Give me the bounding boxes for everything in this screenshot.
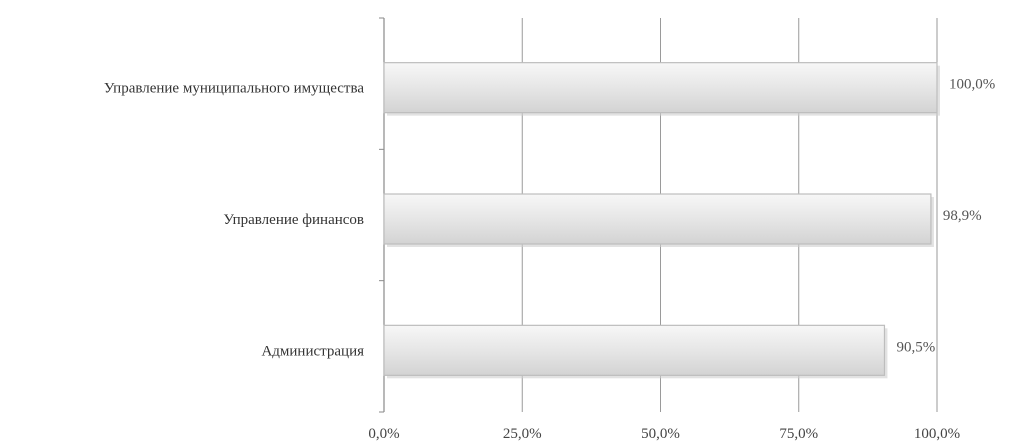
labels: 0,0% 25,0% 50,0% 75,0% 100,0% Управление муни… — [104, 77, 995, 442]
category-label: Управление муниципального имущества — [104, 81, 364, 97]
x-tick-label: 75,0% — [779, 426, 818, 442]
y-axis — [379, 17, 384, 413]
bar — [383, 62, 938, 114]
x-tick-label: 50,0% — [641, 426, 680, 442]
x-tick-label: 0,0% — [368, 426, 399, 442]
value-label: 90,5% — [896, 339, 935, 355]
value-label: 100,0% — [949, 77, 995, 93]
bar — [383, 193, 932, 245]
value-label: 98,9% — [943, 208, 982, 224]
x-tick-label: 25,0% — [503, 426, 542, 442]
x-tick-label: 100,0% — [914, 426, 960, 442]
category-label: Администрация — [261, 343, 364, 359]
bars — [383, 62, 940, 379]
bar — [383, 324, 886, 376]
category-label: Управление финансов — [223, 212, 364, 228]
